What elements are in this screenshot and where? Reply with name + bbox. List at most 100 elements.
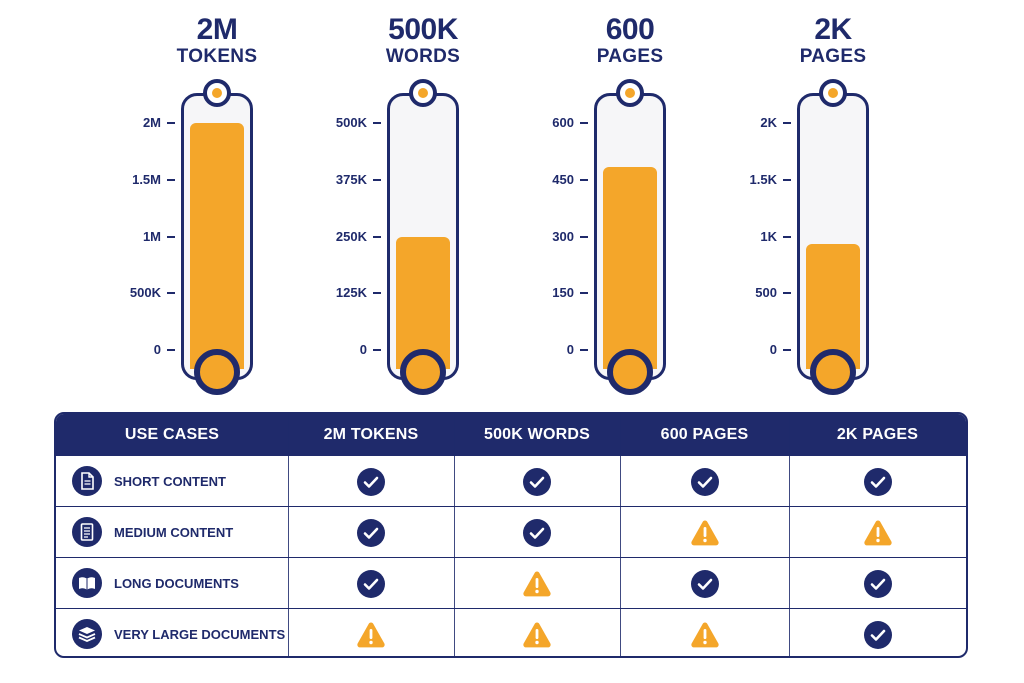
gauge-tube — [594, 93, 666, 380]
header-use-cases: USE CASES — [124, 426, 220, 443]
gauge-fill-bar — [190, 123, 244, 369]
table-cell — [789, 456, 966, 507]
row-label: LONG DOCUMENTS — [114, 576, 239, 591]
gauge-title: 2K — [814, 13, 852, 46]
table-row: VERY LARGE DOCUMENTS — [56, 608, 966, 656]
gauge-tube — [797, 93, 869, 380]
gauge-tube — [181, 93, 253, 380]
header-600-pages: 600 PAGES — [660, 426, 749, 443]
tick-mark — [373, 292, 381, 295]
column-divider — [620, 414, 621, 656]
table-cell — [288, 609, 454, 656]
gauge-fill-bar — [396, 236, 450, 369]
table-header: USE CASES 2M TOKENS 500K WORDS 600 PAGES… — [56, 414, 966, 455]
gauge-bulb — [400, 349, 446, 395]
table-cell — [454, 507, 620, 558]
gauge-heading: 500K WORDS — [343, 14, 503, 68]
gauge-subtitle: WORDS — [385, 46, 461, 67]
gauge-top-cap — [203, 79, 231, 107]
gauge-heading: 600 PAGES — [550, 14, 710, 68]
gauge-fill-bar — [806, 244, 860, 369]
header-2m-tokens: 2M TOKENS — [323, 426, 419, 443]
tick-label: 1K — [760, 228, 777, 244]
tick-label: 0 — [769, 342, 777, 357]
tick-mark — [167, 178, 175, 181]
gauge-bulb — [810, 349, 856, 395]
gauge-2: 500K WORDS 0 125K 250K 375K 500K — [335, 14, 503, 395]
gauge-title: 2M — [196, 13, 238, 46]
gauge-subtitle: PAGES — [799, 46, 867, 67]
tick-mark — [167, 235, 175, 238]
table-cell — [620, 609, 789, 656]
row-label: SHORT CONTENT — [114, 474, 226, 489]
table-cell — [454, 456, 620, 507]
tick-mark — [580, 122, 588, 124]
gauge-title: 600 — [605, 13, 655, 46]
gauge-top-cap — [819, 79, 847, 107]
tick-mark — [167, 292, 175, 295]
tick-mark — [167, 122, 175, 124]
tick-mark — [783, 122, 791, 124]
table-cell — [288, 558, 454, 609]
table-cell — [454, 609, 620, 656]
gauge-top-cap — [409, 79, 437, 107]
tick-label: 0 — [359, 342, 367, 357]
gauge-heading: 2M TOKENS — [137, 14, 297, 68]
table-cell — [288, 507, 454, 558]
tick-label: 250K — [335, 228, 367, 244]
tick-label: 2K — [760, 115, 777, 130]
table-cell — [620, 456, 789, 507]
tick-label: 500 — [755, 285, 777, 301]
table-cell — [454, 558, 620, 609]
document-icon — [72, 466, 102, 496]
tick-label: 1.5M — [132, 171, 161, 187]
row-label: VERY LARGE DOCUMENTS — [114, 627, 286, 642]
tick-label: 600 — [552, 115, 574, 130]
gauge-subtitle: TOKENS — [176, 46, 258, 67]
table-row: SHORT CONTENT — [56, 455, 966, 507]
tick-mark — [580, 349, 588, 351]
column-divider — [454, 414, 455, 656]
tick-mark — [580, 178, 588, 181]
header-2k-pages: 2K PAGES — [836, 426, 919, 443]
tick-mark — [580, 292, 588, 295]
table-cell — [620, 558, 789, 609]
gauge-bulb — [194, 349, 240, 395]
tick-label: 2M — [142, 115, 161, 130]
use-cases-table: USE CASES 2M TOKENS 500K WORDS 600 PAGES… — [54, 412, 968, 658]
gauge-fill-bar — [603, 166, 657, 369]
document-lines-icon — [72, 517, 102, 547]
row-label: MEDIUM CONTENT — [114, 525, 234, 540]
gauge-bulb — [607, 349, 653, 395]
tick-mark — [783, 178, 791, 181]
tick-label: 300 — [552, 228, 574, 244]
tick-mark — [373, 178, 381, 181]
gauge-1: 2M TOKENS 0 500K 1M 1.5M 2M — [130, 14, 297, 395]
header-500k-words: 500K WORDS — [483, 426, 591, 443]
tick-mark — [373, 122, 381, 124]
tick-mark — [783, 349, 791, 351]
tick-label: 450 — [552, 171, 574, 187]
tick-label: 0 — [153, 342, 161, 357]
column-divider — [288, 414, 289, 656]
tick-label: 1.5K — [749, 171, 777, 187]
table-cell — [620, 507, 789, 558]
tick-label: 0 — [566, 342, 574, 357]
stack-layers-icon — [72, 619, 102, 649]
tick-mark — [783, 235, 791, 238]
table-cell — [288, 456, 454, 507]
tick-mark — [783, 292, 791, 295]
open-book-icon — [72, 568, 102, 598]
gauge-subtitle: PAGES — [596, 46, 664, 67]
column-divider — [789, 414, 790, 656]
tick-label: 125K — [335, 285, 367, 301]
tick-label: 150 — [552, 285, 574, 301]
table-cell — [789, 507, 966, 558]
tick-label: 1M — [142, 228, 161, 244]
gauge-4: 2K PAGES 0 500 1K 1.5K 2K — [749, 13, 869, 395]
gauge-3: 600 PAGES 0 150 300 450 600 — [550, 14, 710, 395]
tick-mark — [167, 349, 175, 351]
table-row: LONG DOCUMENTS — [56, 557, 966, 609]
tick-mark — [373, 235, 381, 238]
tick-label: 375K — [335, 171, 367, 187]
